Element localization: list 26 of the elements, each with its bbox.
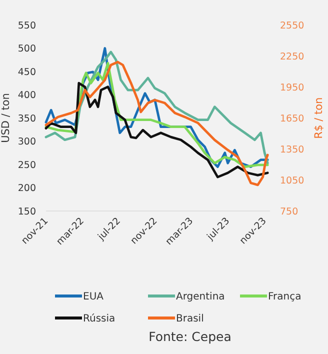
y2-tick-label: 1650 — [280, 113, 304, 124]
y2-tick-label: 1950 — [280, 82, 304, 94]
y2-tick-label: 2550 — [280, 20, 304, 32]
legend-label: Rússia — [83, 314, 116, 324]
y2-tick-label: 750 — [280, 206, 298, 218]
y2-tick-label: 2250 — [280, 51, 304, 62]
y2-tick-label: 1050 — [280, 175, 304, 186]
y-tick-label: 150 — [18, 206, 36, 218]
legend-label: Argentina — [176, 292, 225, 302]
y2-tick-label: 1350 — [280, 144, 304, 156]
line-series — [44, 60, 269, 186]
y-axis-title: USD / ton — [0, 93, 12, 143]
legend-label: EUA — [83, 292, 104, 302]
source-note: Fonte: Cepea — [148, 329, 232, 344]
y-tick-label: 400 — [18, 90, 36, 102]
legend-label: França — [268, 292, 302, 302]
y-tick-label: 500 — [18, 44, 36, 55]
line-series — [44, 82, 269, 178]
y2-axis-title: R$ / ton — [313, 97, 325, 139]
y-tick-label: 450 — [18, 66, 36, 78]
y-tick-label: 300 — [18, 136, 36, 148]
y-tick-label: 200 — [18, 183, 36, 194]
y-tick-label: 250 — [18, 160, 36, 171]
legend-label: Brasil — [176, 314, 204, 324]
y-tick-label: 350 — [18, 113, 36, 124]
y-tick-label: 550 — [18, 20, 36, 32]
